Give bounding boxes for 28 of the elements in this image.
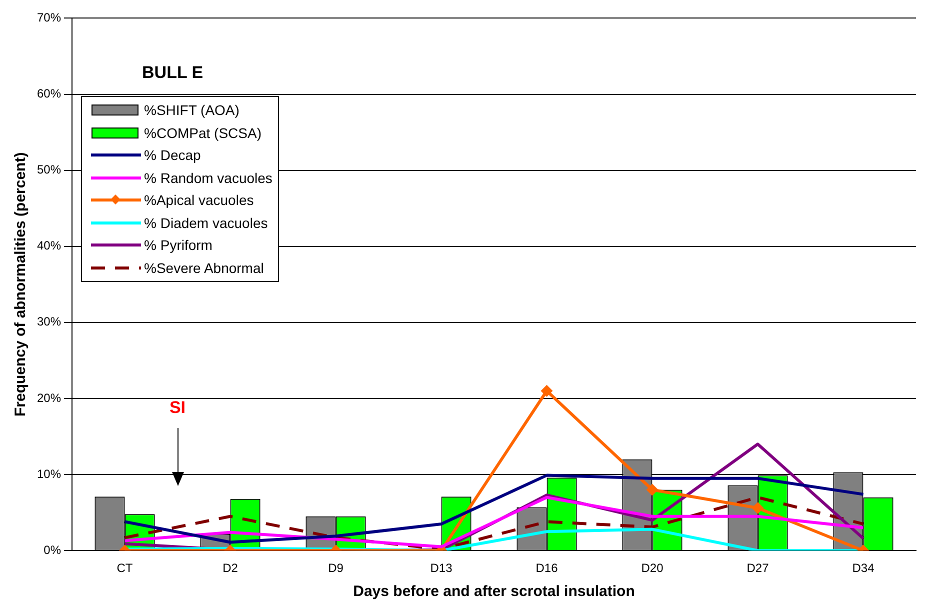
y-tick-label: 10%	[36, 466, 62, 481]
x-tick-label: CT	[116, 561, 134, 576]
x-tick-label: D27	[746, 561, 770, 576]
legend-label: %SHIFT (AOA)	[144, 101, 240, 120]
y-tick-label: 30%	[36, 314, 62, 329]
annotation: SI	[168, 398, 187, 418]
legend-label: % Random vacuoles	[144, 168, 272, 188]
x-tick-label: D34	[852, 561, 875, 576]
y-tick-label: 20%	[36, 390, 62, 405]
legend-label: %Severe Abnormal	[144, 258, 264, 278]
x-axis-title: Days before and after scrotal insulation	[353, 583, 635, 600]
y-tick-label: 60%	[36, 86, 62, 101]
x-tick-label: D20	[641, 561, 664, 576]
legend-label: % Diadem vacuoles	[144, 214, 268, 233]
legend-label: % Decap	[144, 146, 201, 166]
legend-label: %COMPat (SCSA)	[144, 124, 262, 143]
legend-label: %Apical vacuoles	[144, 191, 254, 210]
y-tick-label: 40%	[36, 238, 62, 253]
y-tick-label: 70%	[36, 10, 62, 25]
y-tick-label: 50%	[36, 162, 62, 177]
x-tick-label: D16	[536, 561, 558, 576]
legend-label: % Pyriform	[144, 236, 212, 256]
x-tick-label: D9	[328, 561, 344, 576]
y-tick-label: 0%	[44, 542, 62, 557]
y-axis-title: Frequency of abnormalities (percent)	[12, 152, 30, 417]
x-tick-label: D13	[430, 561, 453, 576]
text: BULL E	[142, 63, 204, 82]
x-tick-label: D2	[222, 561, 238, 576]
